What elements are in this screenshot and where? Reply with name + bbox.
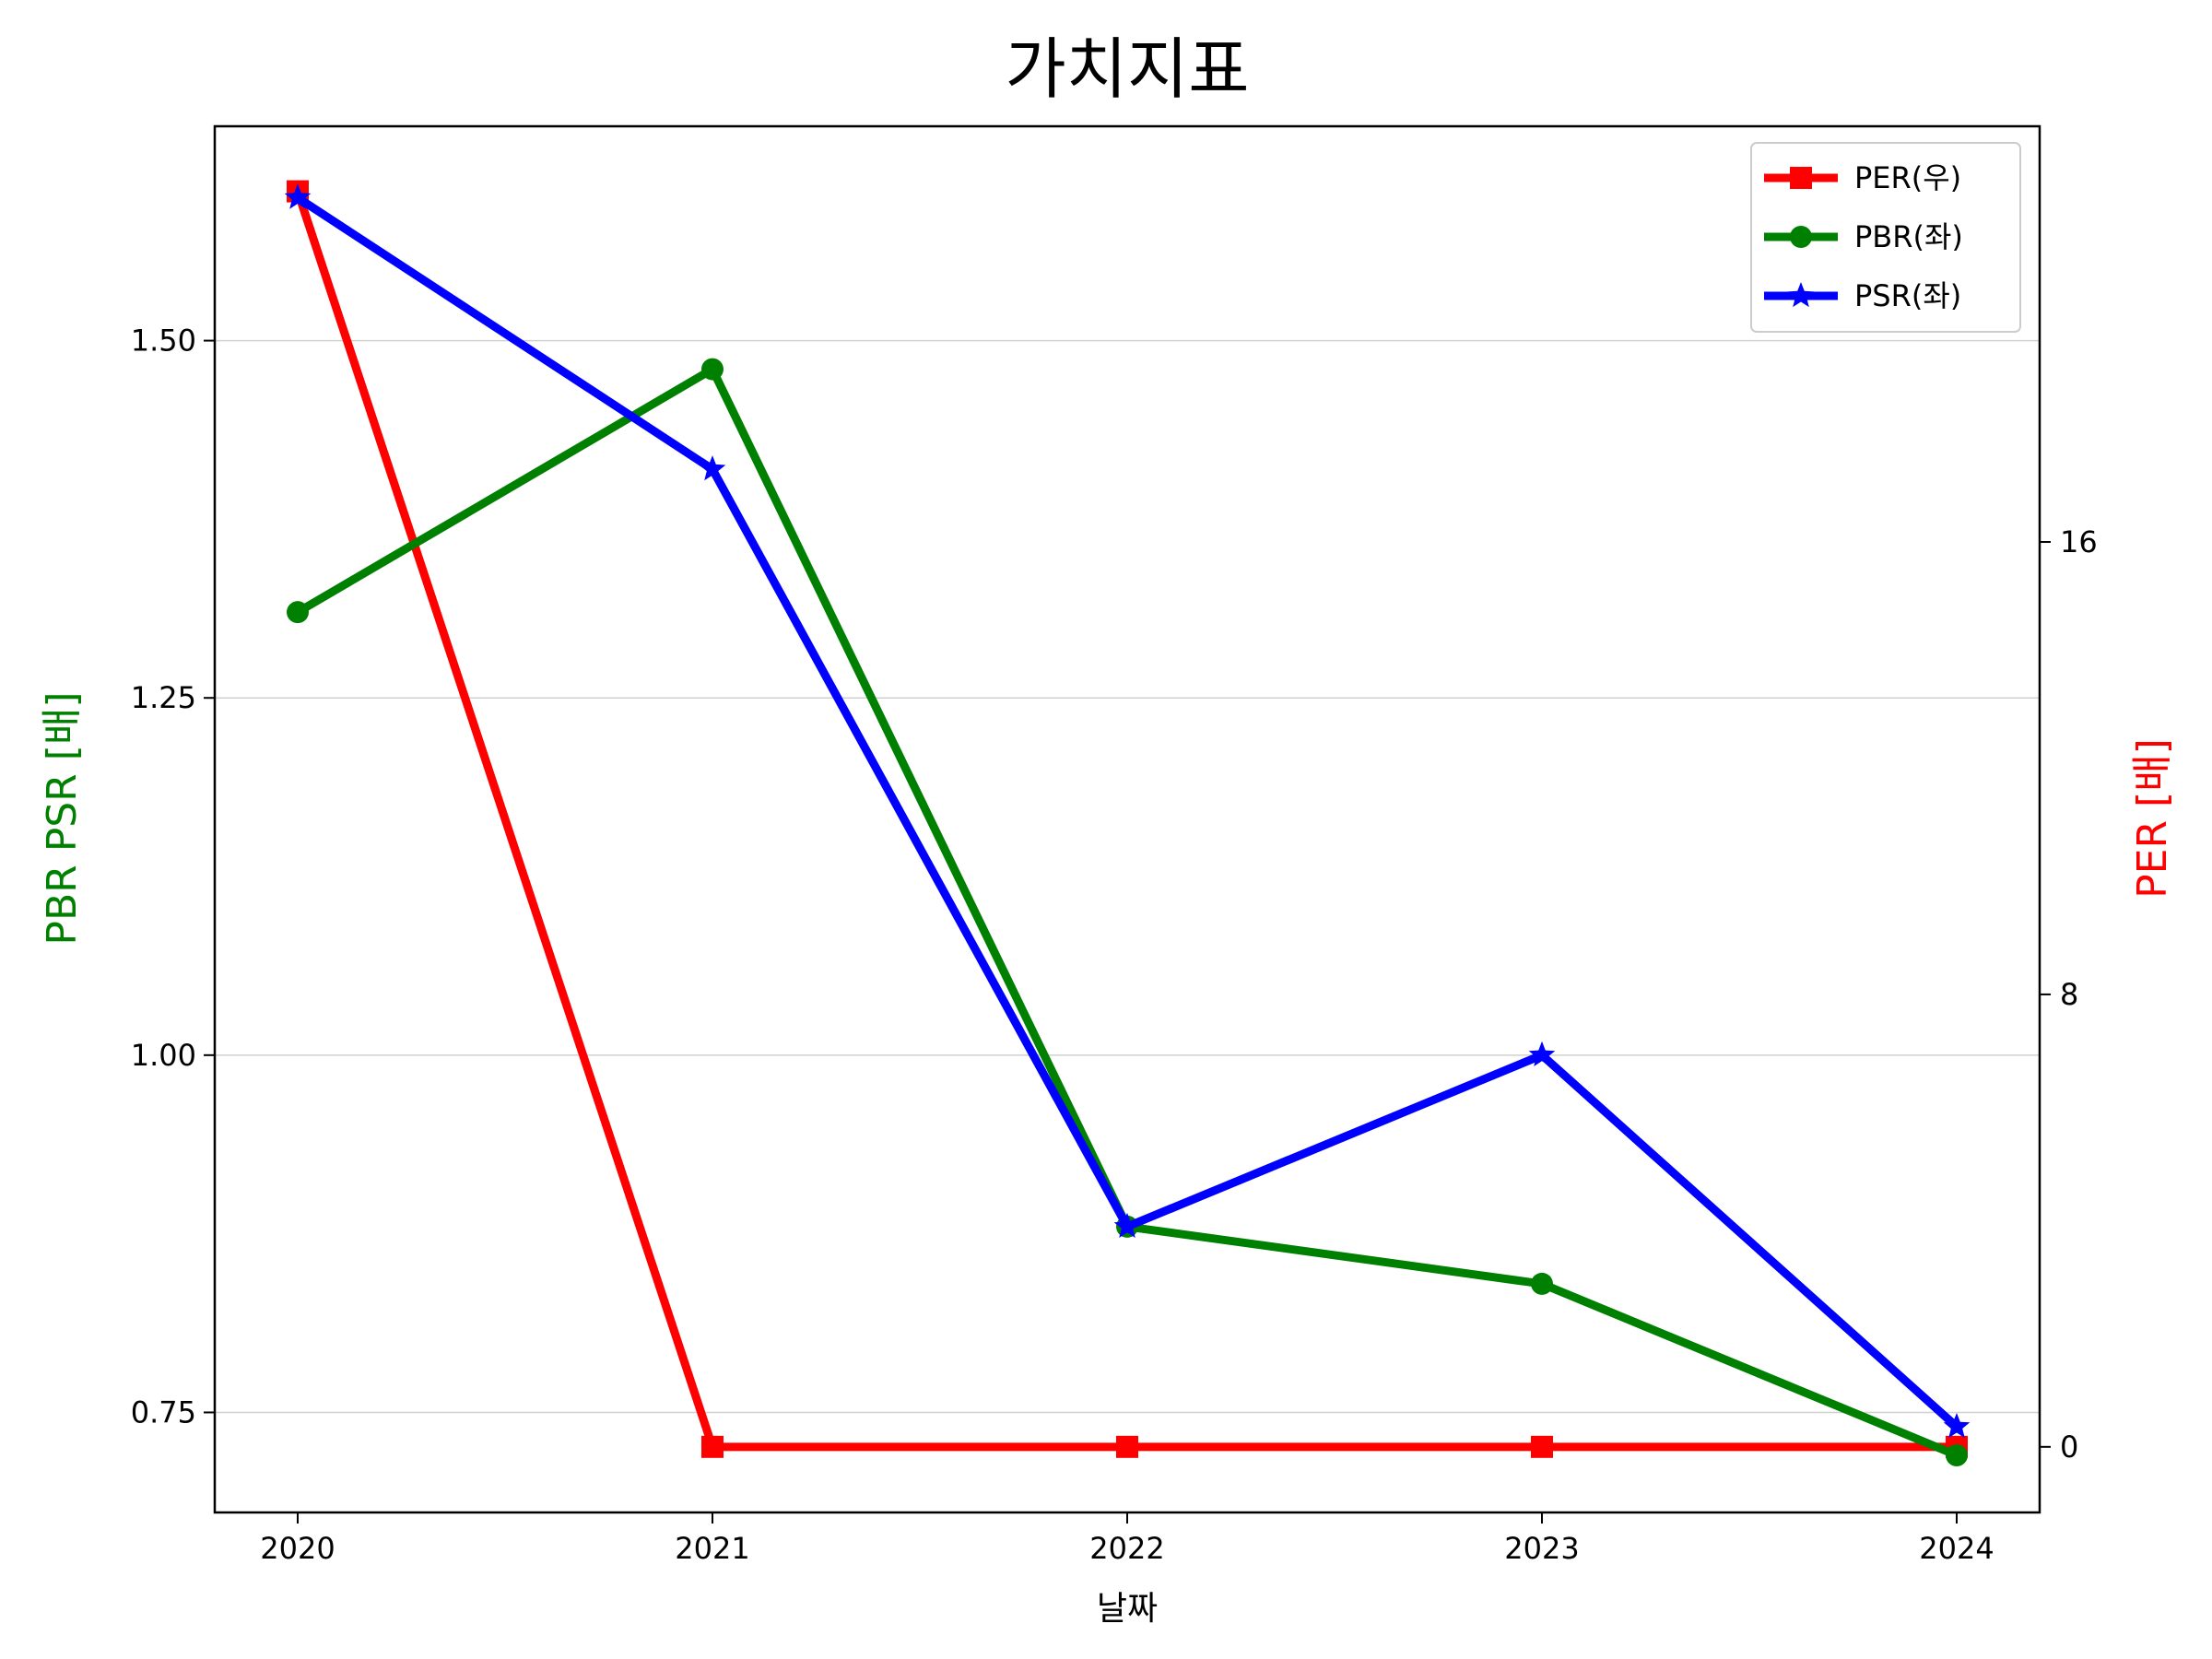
- legend-label: PBR(좌): [1854, 219, 1963, 254]
- legend-box: [1750, 142, 2021, 333]
- data-point: [1946, 1443, 1968, 1466]
- x-tick-label: 2024: [1919, 1531, 1994, 1566]
- y-axis-label-left: PBR PSR [배]: [39, 691, 86, 945]
- data-point: [1943, 1413, 1971, 1439]
- y-tick-label-right: 16: [2060, 524, 2098, 559]
- data-point: [1528, 1041, 1556, 1066]
- data-point: [1531, 1272, 1553, 1295]
- data-point: [1531, 1435, 1553, 1458]
- y-tick-label-left: 1.00: [131, 1038, 196, 1073]
- y-tick-label-left: 1.25: [131, 680, 196, 715]
- legend: PER(우) PBR(좌) PSR(좌): [1750, 142, 2021, 333]
- chart-title: 가치지표: [1006, 30, 1250, 108]
- plot-frame: [213, 124, 2041, 1514]
- y-tick-label-right: 0: [2060, 1430, 2078, 1465]
- x-tick-label: 2021: [675, 1531, 749, 1566]
- data-point: [701, 358, 724, 381]
- data-point: [1113, 1212, 1141, 1238]
- x-tick-label: 2020: [260, 1531, 335, 1566]
- x-tick-label: 2022: [1089, 1531, 1164, 1566]
- y-tick-label-left: 1.50: [131, 324, 196, 359]
- data-point: [287, 601, 309, 624]
- legend-label: PER(우): [1854, 160, 1961, 195]
- x-tick-label: 2023: [1504, 1531, 1579, 1566]
- data-point: [284, 183, 312, 209]
- legend-marker: [1787, 282, 1815, 308]
- legend-label: PSR(좌): [1854, 278, 1961, 313]
- legend-marker: [1790, 226, 1812, 248]
- data-point: [699, 455, 726, 481]
- data-point: [701, 1435, 724, 1458]
- axes: 0.75 1.00 1.25 1.50 0 8 16 2020 2021 2022 2023 2024: [131, 124, 2098, 1566]
- x-axis-label: 날짜: [1097, 1590, 1158, 1628]
- data-point: [1116, 1435, 1138, 1458]
- y-tick-label-left: 0.75: [131, 1394, 196, 1430]
- series-lines: [284, 180, 1971, 1466]
- y-axis-label-right: PER [배]: [2129, 738, 2176, 899]
- y-tick-label-right: 8: [2060, 977, 2078, 1012]
- legend-marker: [1790, 167, 1812, 189]
